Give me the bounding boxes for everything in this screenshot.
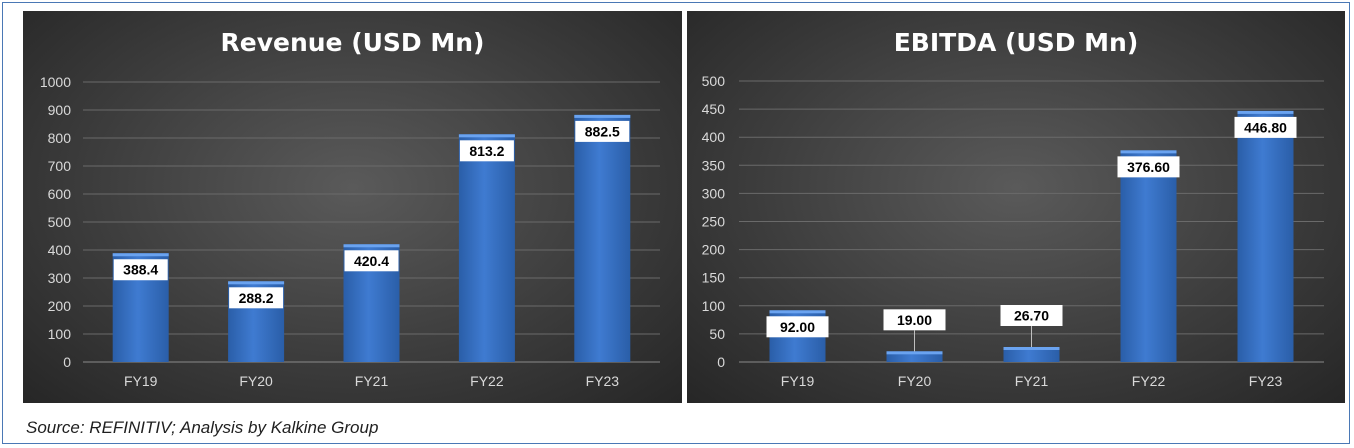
y-tick-label: 100: [702, 298, 726, 314]
x-tick-label: FY20: [239, 373, 273, 389]
bar-fy20: [886, 351, 943, 362]
x-tick-label: FY19: [781, 373, 815, 389]
x-tick-label: FY20: [898, 373, 932, 389]
x-tick-label: FY21: [355, 373, 389, 389]
data-label-box: [1117, 156, 1180, 178]
data-label: 813.2: [469, 143, 504, 159]
y-tick-label: 500: [48, 214, 72, 230]
y-tick-label: 200: [48, 298, 72, 314]
y-tick-label: 350: [702, 157, 726, 173]
bar-fy22: [1120, 150, 1177, 362]
y-tick-label: 400: [702, 129, 726, 145]
bar-top-highlight: [1120, 150, 1177, 154]
y-tick-label: 200: [702, 242, 726, 258]
ebitda-chart-panel: EBITDA (USD Mn) 0 50 100 150 200 250 300 350 400 4…: [687, 11, 1345, 403]
data-label-box: [344, 250, 399, 272]
y-tick-label: 300: [48, 270, 72, 286]
data-label: 388.4: [123, 262, 158, 278]
y-tick-label: 900: [48, 102, 72, 118]
data-label: 19.00: [897, 312, 932, 328]
bar-fy21: [1003, 346, 1060, 362]
data-label-box: [459, 140, 514, 162]
bar-top-highlight: [458, 134, 515, 138]
data-label: 882.5: [585, 123, 620, 139]
y-tick-label: 800: [48, 130, 72, 146]
data-label-box: [229, 287, 284, 309]
bar-fy23: [574, 114, 631, 363]
bar-top-highlight: [112, 253, 169, 257]
y-tick-label: 0: [717, 354, 725, 370]
data-label-box: [575, 120, 630, 142]
y-tick-label: 0: [63, 354, 71, 370]
bar-top-highlight: [343, 244, 400, 248]
x-tick-label: FY22: [1132, 373, 1166, 389]
y-tick-label: 100: [48, 326, 72, 342]
y-tick-label: 300: [702, 185, 726, 201]
data-label: 26.70: [1014, 307, 1049, 323]
x-tick-label: FY21: [1015, 373, 1049, 389]
data-label-box: [1000, 304, 1063, 326]
bar-top-highlight: [886, 351, 943, 355]
y-tick-label: 500: [702, 73, 726, 89]
x-tick-label: FY22: [470, 373, 504, 389]
y-tick-label: 450: [702, 101, 726, 117]
bar-top-highlight: [574, 114, 631, 118]
data-label-box: [1234, 116, 1297, 138]
data-label: 420.4: [354, 253, 389, 269]
bar-fy23: [1237, 110, 1294, 362]
bar-top-highlight: [228, 281, 285, 285]
chart-title: EBITDA (USD Mn): [894, 28, 1139, 57]
data-label: 376.60: [1127, 159, 1170, 175]
y-tick-label: 150: [702, 270, 726, 286]
y-tick-label: 1000: [40, 74, 71, 90]
y-tick-label: 600: [48, 186, 72, 202]
x-tick-label: FY23: [1249, 373, 1283, 389]
data-label: 288.2: [239, 290, 274, 306]
bar-top-highlight: [1237, 110, 1294, 114]
y-tick-label: 50: [709, 326, 725, 342]
chart-title: Revenue (USD Mn): [220, 28, 484, 57]
revenue-chart: Revenue (USD Mn) 0 100 200 300 400 500 600 700 80…: [40, 28, 660, 389]
data-label: 92.00: [780, 319, 815, 335]
data-label-box: [113, 259, 168, 281]
y-tick-label: 700: [48, 158, 72, 174]
bar-top-highlight: [769, 310, 826, 314]
data-label: 446.80: [1244, 119, 1287, 135]
bar-top-highlight: [1003, 346, 1060, 350]
x-tick-label: FY23: [586, 373, 620, 389]
data-label-box: [883, 309, 946, 331]
source-note: Source: REFINITIV; Analysis by Kalkine G…: [26, 418, 379, 437]
x-tick-label: FY19: [124, 373, 158, 389]
y-tick-label: 250: [702, 214, 726, 230]
bar-fy22: [458, 134, 515, 362]
revenue-chart-panel: Revenue (USD Mn) 0 100 200 300 400 500 600 700 80…: [23, 11, 682, 403]
data-label-box: [766, 316, 829, 338]
ebitda-chart: EBITDA (USD Mn) 0 50 100 150 200 250 300 350 400 4…: [702, 28, 1324, 389]
y-tick-label: 400: [48, 242, 72, 258]
